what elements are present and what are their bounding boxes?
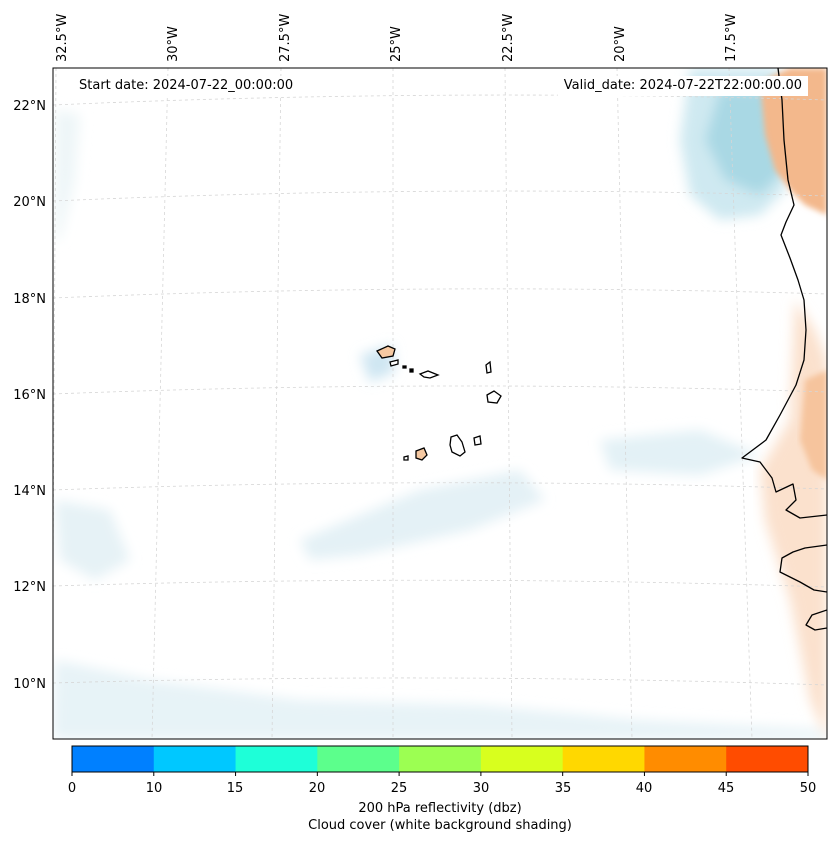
longitude-labels: 32.5°W 30°W 27.5°W 25°W 22.5°W 20°W 17.5… (55, 14, 739, 62)
island-santa-luzia (402, 365, 407, 369)
lat-label: 20°N (13, 195, 46, 210)
colorbar-tick-label: 15 (226, 781, 244, 796)
island-fogo (415, 447, 428, 461)
island-branco (409, 368, 414, 373)
colorbar (71, 746, 809, 776)
valid-date-label: Valid_date: 2024-07-22T22:00:00.00 (557, 76, 808, 96)
island-santo-antao (376, 345, 396, 359)
colorbar-tick-label: 25 (390, 781, 408, 796)
colorbar-title: 200 hPa reflectivity (dbz) (358, 801, 522, 816)
african-coastline (741, 68, 827, 631)
colorbar-tick-label: 40 (635, 781, 653, 796)
colorbar-segment (153, 746, 237, 772)
land-shade-south-dense (800, 370, 827, 480)
lat-label: 10°N (13, 677, 46, 692)
lat-label: 14°N (13, 484, 46, 499)
colorbar-tick-label: 20 (308, 781, 326, 796)
lon-label: 22.5°W (501, 14, 516, 62)
lon-label: 32.5°W (55, 14, 70, 62)
land-reflectivity-shading (760, 68, 827, 739)
island-sao-nicolau (418, 370, 440, 379)
lat-label: 22°N (13, 99, 46, 114)
cape-verde-islands (376, 345, 502, 461)
cloud-patch-east (600, 430, 760, 475)
lat-label: 18°N (13, 292, 46, 307)
island-santiago (449, 434, 466, 457)
colorbar-segment (726, 746, 809, 772)
cloud-patch-west (55, 500, 130, 580)
colorbar-tick-label: 35 (554, 781, 572, 796)
colorbar-segment (644, 746, 727, 772)
land-shade-north (760, 68, 827, 215)
lon-label: 20°W (613, 26, 628, 62)
island-brava (403, 455, 409, 461)
colorbar-segment (72, 746, 155, 772)
island-sao-vicente (389, 359, 399, 367)
cloud-patch-central (300, 470, 545, 560)
latitude-labels: 22°N 20°N 18°N 16°N 14°N 12°N 10°N (13, 99, 46, 692)
colorbar-subtitle: Cloud cover (white background shading) (308, 818, 572, 833)
colorbar-segment (317, 746, 400, 772)
colorbar-tick-label: 10 (145, 781, 163, 796)
colorbar-segment (399, 746, 482, 772)
lon-label: 25°W (389, 26, 404, 62)
start-date-label: Start date: 2024-07-22_00:00:00 (73, 76, 300, 96)
island-sal (485, 360, 492, 374)
lat-label: 12°N (13, 580, 46, 595)
colorbar-frame (71, 745, 809, 773)
colorbar-tick-label: 30 (472, 781, 490, 796)
lon-label: 17.5°W (724, 14, 739, 62)
lat-label: 16°N (13, 388, 46, 403)
map-area (53, 68, 827, 739)
colorbar-tick-label: 50 (799, 781, 817, 796)
lon-label: 30°W (166, 26, 181, 62)
cloud-patch-south (53, 660, 827, 739)
graticule (53, 68, 827, 739)
colorbar-segment (480, 746, 564, 772)
lon-label: 27.5°W (278, 14, 293, 62)
colorbar-tick-label: 45 (717, 781, 735, 796)
colorbar-segment (562, 746, 645, 772)
cloud-patch-northwest (55, 110, 80, 240)
island-boa-vista (486, 390, 502, 404)
colorbar-tick-label: 0 (67, 781, 77, 796)
map-frame (52, 67, 828, 740)
island-maio (473, 435, 482, 446)
colorbar-segment (235, 746, 318, 772)
